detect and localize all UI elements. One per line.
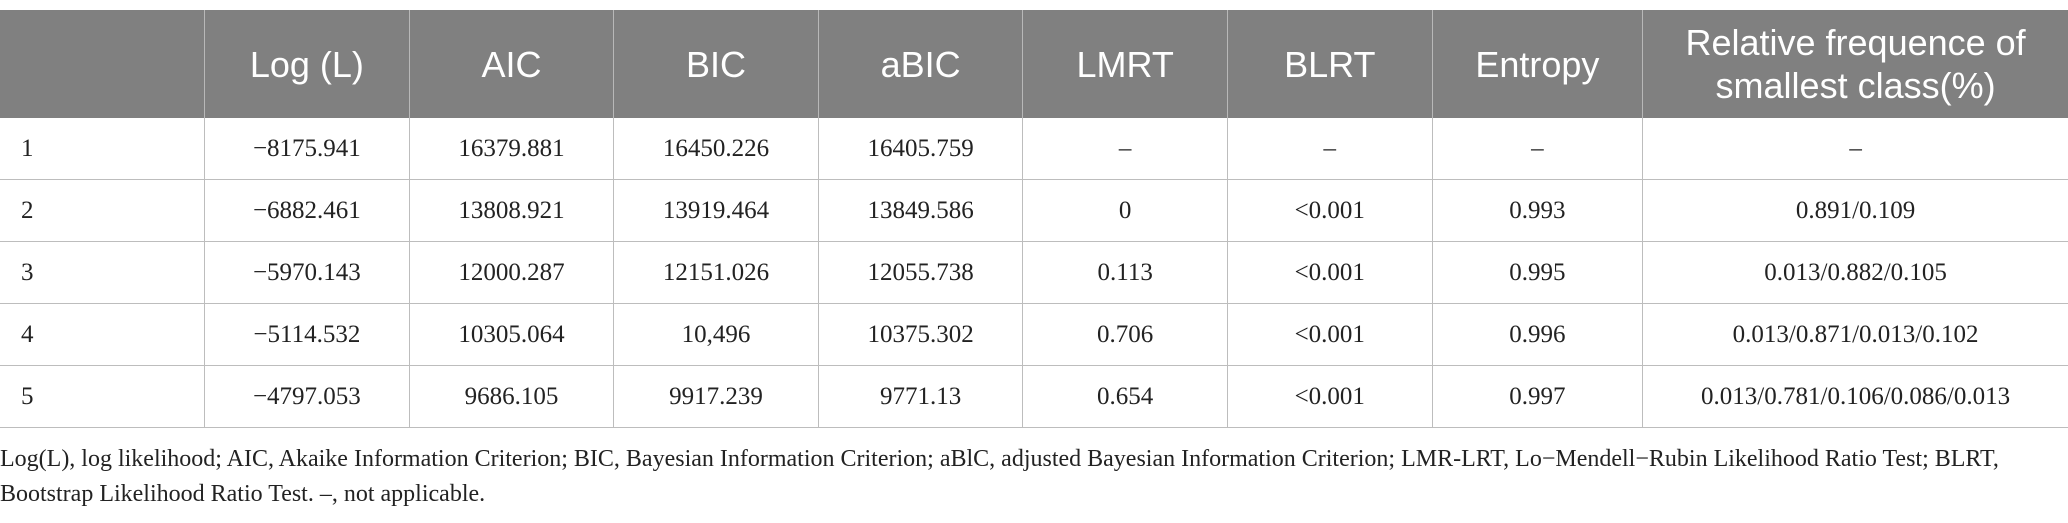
table-header-row: Log (L) AIC BIC aBIC LMRT BLRT Entropy R… — [0, 10, 2068, 118]
model-fit-table: Log (L) AIC BIC aBIC LMRT BLRT Entropy R… — [0, 10, 2068, 428]
entropy-cell: – — [1432, 118, 1644, 180]
bic-cell: 10,496 — [613, 303, 819, 366]
blrt-cell: <0.001 — [1227, 241, 1433, 304]
lmrt-cell: 0.654 — [1022, 365, 1228, 428]
log-l-cell: −5114.532 — [204, 303, 410, 366]
aic-cell: 13808.921 — [409, 179, 615, 242]
class-count-cell: 5 — [0, 365, 206, 428]
log-l-cell: −4797.053 — [204, 365, 410, 428]
relative-frequence-cell: – — [1642, 118, 2068, 180]
table-footnote: Log(L), log likelihood; AIC, Akaike Info… — [0, 446, 1999, 507]
abic-cell: 10375.302 — [818, 303, 1024, 366]
class-count-cell: 2 — [0, 179, 206, 242]
header-aic: AIC — [409, 10, 615, 118]
relative-frequence-cell: 0.013/0.871/0.013/0.102 — [1642, 303, 2068, 366]
table-row: 3 −5970.143 12000.287 12151.026 12055.73… — [0, 241, 2068, 304]
header-abic: aBIC — [818, 10, 1024, 118]
header-lmrt: LMRT — [1022, 10, 1228, 118]
aic-cell: 12000.287 — [409, 241, 615, 304]
relative-frequence-cell: 0.013/0.781/0.106/0.086/0.013 — [1642, 365, 2068, 428]
results-table-container: Log (L) AIC BIC aBIC LMRT BLRT Entropy R… — [0, 10, 2068, 428]
entropy-cell: 0.993 — [1432, 179, 1644, 242]
blrt-cell: <0.001 — [1227, 179, 1433, 242]
class-count-cell: 4 — [0, 303, 206, 366]
table-row: 1 −8175.941 16379.881 16450.226 16405.75… — [0, 118, 2068, 180]
relative-frequence-cell: 0.013/0.882/0.105 — [1642, 241, 2068, 304]
abic-cell: 13849.586 — [818, 179, 1024, 242]
header-relative-frequence: Relative frequence of smallest class(%) — [1642, 10, 2068, 118]
log-l-cell: −8175.941 — [204, 118, 410, 180]
aic-cell: 9686.105 — [409, 365, 615, 428]
header-log-l: Log (L) — [204, 10, 410, 118]
bic-cell: 16450.226 — [613, 118, 819, 180]
lmrt-cell: – — [1022, 118, 1228, 180]
lmrt-cell: 0.113 — [1022, 241, 1228, 304]
class-count-cell: 1 — [0, 118, 206, 180]
bic-cell: 12151.026 — [613, 241, 819, 304]
header-empty — [0, 10, 206, 118]
bic-cell: 13919.464 — [613, 179, 819, 242]
abic-cell: 9771.13 — [818, 365, 1024, 428]
blrt-cell: – — [1227, 118, 1433, 180]
relative-frequence-cell: 0.891/0.109 — [1642, 179, 2068, 242]
header-blrt: BLRT — [1227, 10, 1433, 118]
aic-cell: 10305.064 — [409, 303, 615, 366]
entropy-cell: 0.996 — [1432, 303, 1644, 366]
table-row: 5 −4797.053 9686.105 9917.239 9771.13 0.… — [0, 365, 2068, 428]
blrt-cell: <0.001 — [1227, 365, 1433, 428]
lmrt-cell: 0 — [1022, 179, 1228, 242]
log-l-cell: −5970.143 — [204, 241, 410, 304]
bic-cell: 9917.239 — [613, 365, 819, 428]
header-bic: BIC — [613, 10, 819, 118]
lmrt-cell: 0.706 — [1022, 303, 1228, 366]
table-row: 2 −6882.461 13808.921 13919.464 13849.58… — [0, 179, 2068, 242]
entropy-cell: 0.995 — [1432, 241, 1644, 304]
log-l-cell: −6882.461 — [204, 179, 410, 242]
abic-cell: 12055.738 — [818, 241, 1024, 304]
entropy-cell: 0.997 — [1432, 365, 1644, 428]
abic-cell: 16405.759 — [818, 118, 1024, 180]
header-entropy: Entropy — [1432, 10, 1644, 118]
blrt-cell: <0.001 — [1227, 303, 1433, 366]
aic-cell: 16379.881 — [409, 118, 615, 180]
class-count-cell: 3 — [0, 241, 206, 304]
table-row: 4 −5114.532 10305.064 10,496 10375.302 0… — [0, 303, 2068, 366]
